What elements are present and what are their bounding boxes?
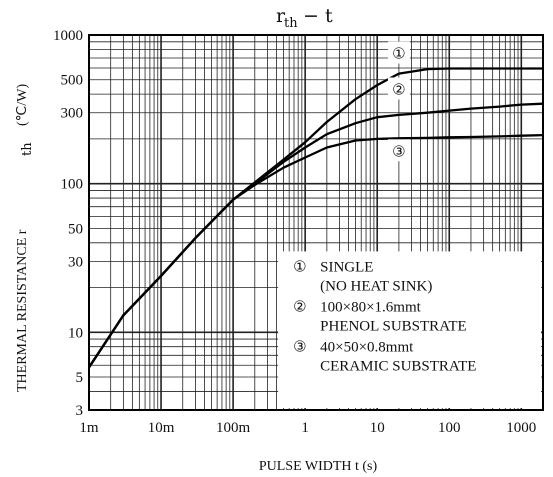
title-subscript: th — [284, 16, 298, 31]
legend-entry-2-line-2: PHENOL SUBSTRATE — [320, 318, 467, 334]
curve-marker-bg — [387, 77, 410, 100]
plot-frame — [88, 34, 544, 411]
curve-marker-bg — [387, 41, 410, 64]
y-tick-label: 500 — [61, 73, 84, 89]
y-axis-label-subscript: th — [20, 142, 35, 156]
x-tick-labels: 1m 10m 100m 1 10 100 1000 — [79, 420, 536, 436]
y-tick-labels: 3 5 10 30 50 100 300 500 1000 — [53, 28, 83, 419]
curve-marker-bg — [387, 139, 410, 162]
curve-markers: ① ② ③ — [387, 41, 410, 162]
curve-marker-1: ① — [392, 45, 405, 63]
x-tick-label: 10 — [370, 420, 385, 436]
y-axis-label-group: THERMAL RESISTANCE r th (℃/W) — [15, 84, 35, 392]
legend-marker-2: ② — [293, 299, 306, 315]
y-tick-label: 50 — [68, 221, 83, 237]
legend-entry-2-line-1: 100×80×1.6mmt — [320, 299, 422, 315]
title-main: r — [276, 5, 286, 27]
y-tick-label: 100 — [61, 177, 84, 193]
y-tick-label: 300 — [61, 106, 84, 122]
x-tick-label: 1000 — [506, 420, 536, 436]
plot-border — [88, 34, 544, 411]
x-tick-label: 1 — [301, 420, 309, 436]
legend: ① SINGLE (NO HEAT SINK) ② 100×80×1.6mmt PHENO… — [278, 251, 541, 408]
x-tick-label: 1m — [79, 420, 99, 436]
title-rest: − t — [303, 5, 333, 27]
curves — [88, 67, 544, 369]
legend-entry-3-line-1: 40×50×0.8mmt — [320, 339, 414, 355]
y-tick-label: 5 — [76, 370, 84, 386]
series-3-line — [88, 133, 544, 369]
y-tick-label: 10 — [68, 325, 83, 341]
y-tick-label: 1000 — [53, 28, 83, 44]
legend-marker-3: ③ — [293, 339, 306, 355]
legend-entry-1-line-1: SINGLE — [320, 259, 373, 275]
x-tick-label: 100m — [216, 420, 251, 436]
x-tick-label: 100 — [438, 420, 461, 436]
y-axis-label: THERMAL RESISTANCE r — [15, 229, 30, 392]
y-axis-unit: (℃/W) — [15, 84, 30, 126]
legend-entry-3-line-2: CERAMIC SUBSTRATE — [320, 358, 476, 374]
y-tick-label: 30 — [68, 254, 83, 270]
legend-box — [278, 251, 541, 408]
x-tick-label: 10m — [148, 420, 175, 436]
legend-marker-1: ① — [293, 259, 306, 275]
legend-entry-1-line-2: (NO HEAT SINK) — [320, 278, 432, 294]
curve-marker-2: ② — [392, 80, 405, 98]
curve-marker-3: ③ — [392, 142, 405, 160]
chart-title: r th − t — [276, 5, 333, 31]
x-axis-label: PULSE WIDTH t (s) — [259, 459, 378, 474]
y-tick-label: 3 — [76, 403, 84, 419]
